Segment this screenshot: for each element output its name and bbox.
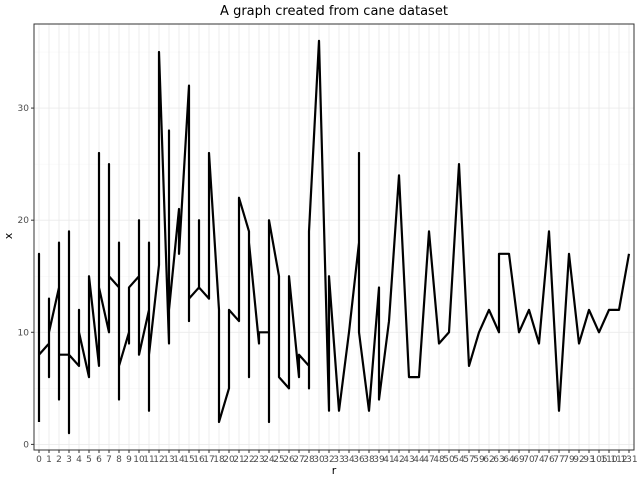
x-tick-label: 16	[193, 455, 205, 465]
x-axis-label: r	[332, 464, 337, 477]
y-tick-label: 30	[18, 104, 30, 114]
x-tick-label: 34	[343, 455, 355, 465]
x-tick-label: 14	[173, 455, 185, 465]
x-tick-label: 4	[76, 455, 82, 465]
x-tick-label: 92	[573, 455, 584, 465]
x-tick-label: 22	[243, 455, 254, 465]
x-tick-label: 20	[223, 455, 235, 465]
x-tick-label: 24	[263, 455, 275, 465]
x-tick-label: 38	[363, 455, 375, 465]
x-tick-label: 12	[153, 455, 164, 465]
x-tick-label: 93	[583, 455, 594, 465]
y-tick-label: 0	[23, 440, 29, 450]
x-tick-label: 76	[543, 455, 555, 465]
y-tick-label: 10	[18, 328, 30, 338]
x-tick-label: 69	[513, 455, 525, 465]
x-tick-label: 0	[36, 455, 42, 465]
x-tick-label: 10	[133, 455, 145, 465]
x-tick-label: 112	[610, 455, 627, 465]
x-tick-label: 77	[553, 455, 564, 465]
x-tick-label: 70	[523, 455, 535, 465]
x-tick-label: 28	[303, 455, 315, 465]
x-tick-label: 8	[116, 455, 122, 465]
x-tick-label: 18	[213, 455, 225, 465]
x-tick-label: 32	[323, 455, 334, 465]
x-tick-label: 54	[453, 455, 465, 465]
x-tick-label: 25	[273, 455, 284, 465]
x-tick-label: 74	[533, 455, 545, 465]
x-tick-label: 1	[46, 455, 52, 465]
x-tick-label: 50	[443, 455, 455, 465]
x-tick-label: 3	[66, 455, 72, 465]
x-tick-label: 23	[253, 455, 264, 465]
x-tick-label: 63	[493, 455, 504, 465]
x-tick-label: 33	[333, 455, 344, 465]
x-tick-label: 15	[183, 455, 194, 465]
x-tick-label: 6	[96, 455, 102, 465]
chart-series	[37, 39, 631, 435]
x-tick-label: 105	[590, 455, 607, 465]
y-axis-label: x	[2, 232, 15, 239]
x-tick-label: 42	[393, 455, 404, 465]
x-tick-label: 131	[620, 455, 637, 465]
x-axis-ticks: 0 1 2 3 4 5 6 7 8 9 101112131415161718202122232425…	[36, 450, 638, 465]
plot-panel-border	[33, 23, 635, 451]
x-tick-label: 5	[86, 455, 92, 465]
x-tick-label: 44	[413, 455, 425, 465]
x-tick-label: 64	[503, 455, 515, 465]
x-tick-label: 79	[563, 455, 575, 465]
x-tick-label: 13	[163, 455, 174, 465]
x-tick-label: 21	[233, 455, 244, 465]
y-tick-label: 20	[18, 216, 30, 226]
x-tick-label: 2	[56, 455, 62, 465]
x-tick-label: 36	[353, 455, 365, 465]
x-tick-label: 17	[203, 455, 214, 465]
x-tick-label: 57	[463, 455, 474, 465]
x-tick-label: 39	[373, 455, 385, 465]
x-tick-label: 41	[383, 455, 394, 465]
x-tick-label: 9	[126, 455, 132, 465]
x-tick-label: 27	[293, 455, 304, 465]
x-tick-label: 110	[600, 455, 617, 465]
x-tick-label: 26	[283, 455, 295, 465]
chart-title: A graph created from cane dataset	[220, 4, 448, 19]
x-tick-label: 47	[423, 455, 434, 465]
x-tick-label: 48	[433, 455, 445, 465]
x-tick-label: 62	[483, 455, 494, 465]
chart-gridlines	[34, 24, 634, 450]
x-tick-label: 7	[106, 455, 112, 465]
series-line	[37, 39, 631, 435]
x-tick-label: 30	[313, 455, 325, 465]
x-tick-label: 59	[473, 455, 485, 465]
y-axis-ticks: 0 10 20 30	[18, 104, 34, 450]
x-tick-label: 43	[403, 455, 414, 465]
x-tick-label: 11	[143, 455, 154, 465]
